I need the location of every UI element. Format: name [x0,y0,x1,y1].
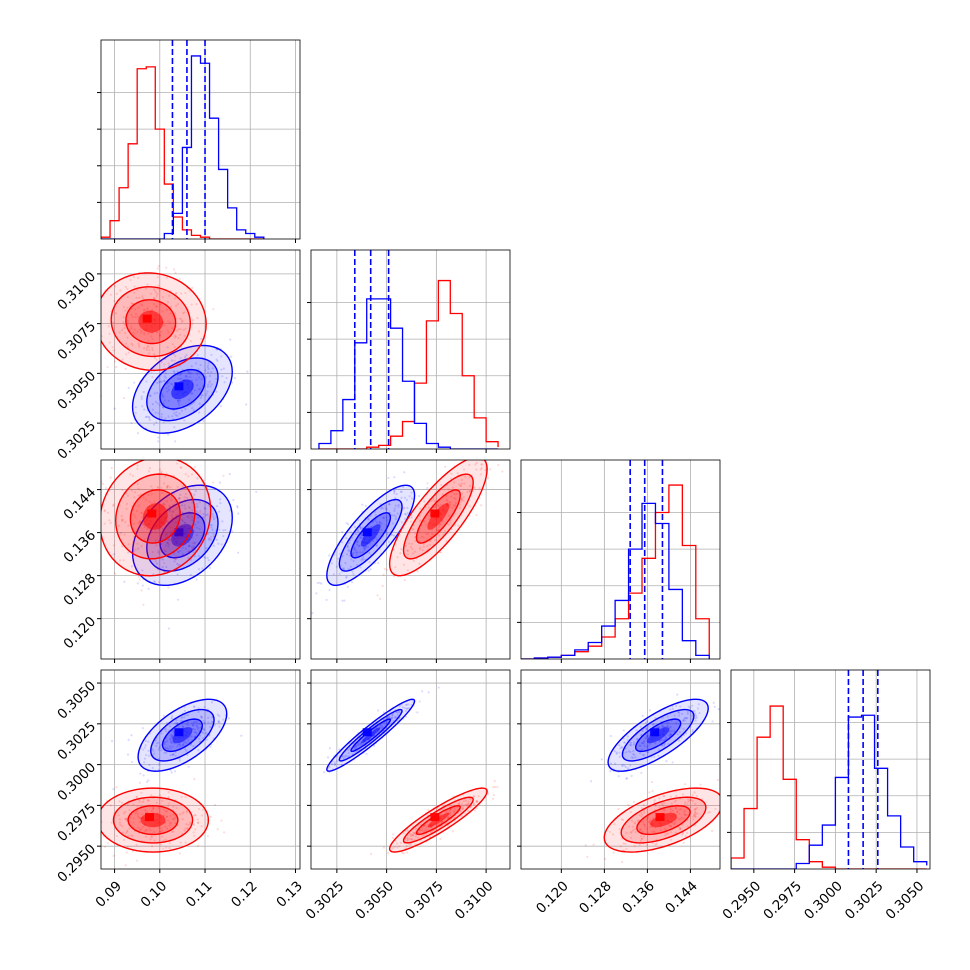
grid-lines [311,460,510,659]
grid-lines [521,460,720,659]
scatter-blue-points [101,337,249,443]
histogram-blue-series [101,55,265,239]
histogram-red-series [318,279,499,449]
density-peak-cell [174,382,184,391]
scatter-panel-4 [322,686,499,856]
contour-red-lines [101,460,212,577]
x-tick-label: 0.3025 [842,878,887,923]
x-tick-label: 0.3075 [402,878,447,923]
grid-lines [311,250,510,449]
y-tick-label: 0.136 [61,527,100,566]
density-blue-fill [326,485,415,586]
scatter-panel-1 [101,460,258,630]
x-tick-label: 0.3050 [883,878,928,923]
density-peak-cell [650,728,660,737]
scatter-panel-5 [584,693,720,863]
grid-lines [731,670,930,869]
panel-frame [100,249,301,450]
histogram-blue-series [318,298,499,449]
histogram-blue-series [731,714,928,869]
density-peak-cell [174,728,184,737]
grid-lines [101,40,300,239]
contour-red-lines [101,787,210,853]
histogram-panel-2 [521,460,710,659]
panel-frame [100,39,301,240]
panel-frame [730,669,931,870]
panel-frame [310,249,511,450]
x-tick-label: 0.136 [619,878,658,917]
x-tick-label: 0.12 [228,878,261,911]
x-tick-label: 0.11 [183,878,216,911]
y-tick-label: 0.3100 [54,269,99,314]
grid-lines [101,670,300,869]
density-blue-fill [608,699,709,772]
y-tick-label: 0.3000 [54,759,99,804]
y-tick-label: 0.3050 [54,678,99,723]
contour-blue-lines [137,698,228,772]
density-red-fill [389,788,488,853]
y-tick-label: 0.3025 [54,719,99,764]
panel-frame [100,459,301,660]
density-blue-fill [132,345,233,434]
y-tick-label: 0.144 [61,484,100,523]
panel-frame [520,459,721,660]
density-red-fill [389,460,488,576]
y-tick-label: 0.3050 [54,368,99,413]
contour-blue-lines [607,698,709,772]
histogram-red-series [101,66,264,239]
y-tick-label: 0.3075 [54,318,99,363]
density-peak-cell [430,509,440,518]
contour-blue-lines [131,344,233,434]
x-tick-label: 0.10 [138,878,171,911]
panel-frame [100,669,301,870]
density-blue-fill [326,699,415,772]
x-tick-label: 0.2975 [760,878,805,923]
y-tick-label: 0.3025 [54,418,99,463]
histogram-red-series [731,705,927,869]
density-peak-cell [147,509,157,518]
scatter-panel-3 [101,698,243,867]
density-peak-cell [145,813,155,822]
panel-frame [310,669,511,870]
histogram-panel-0 [101,40,265,239]
contour-blue-lines [326,698,416,772]
scatter-panel-0 [101,264,249,443]
density-peak-cell [142,314,152,323]
density-peak-cell [174,528,184,537]
density-peak-cell [430,813,440,822]
x-tick-label: 0.3050 [352,878,397,923]
density-blue-fill [138,699,227,772]
contour-red-lines [388,787,488,853]
y-tick-label: 0.120 [61,614,100,653]
y-tick-label: 0.2950 [54,841,99,886]
x-tick-label: 0.13 [273,878,306,911]
x-tick-label: 0.09 [92,878,125,911]
grid-lines [101,250,300,449]
x-tick-label: 0.2950 [720,878,765,923]
histogram-panel-1 [318,250,499,449]
x-tick-label: 0.3000 [801,878,846,923]
histogram-panel-3 [731,670,928,869]
y-tick-label: 0.128 [61,570,100,609]
x-tick-label: 0.3100 [452,878,497,923]
density-peak-cell [655,813,665,822]
panel-frame [310,459,511,660]
density-peak-cell [362,528,372,537]
contour-blue-lines [326,484,416,587]
contour-red-lines [603,787,720,853]
x-tick-label: 0.120 [533,878,572,917]
histogram-blue-series [521,502,710,659]
contour-red-lines [388,460,488,577]
panel-frame [520,669,721,870]
contour-red-lines [101,272,207,372]
histogram-red-series [521,484,710,659]
x-tick-label: 0.3025 [303,878,348,923]
density-red-fill [604,788,720,853]
density-red-fill [101,460,211,576]
scatter-panel-2 [311,460,504,615]
x-tick-label: 0.128 [576,878,615,917]
x-tick-label: 0.144 [662,878,701,917]
y-tick-label: 0.2975 [54,800,99,845]
